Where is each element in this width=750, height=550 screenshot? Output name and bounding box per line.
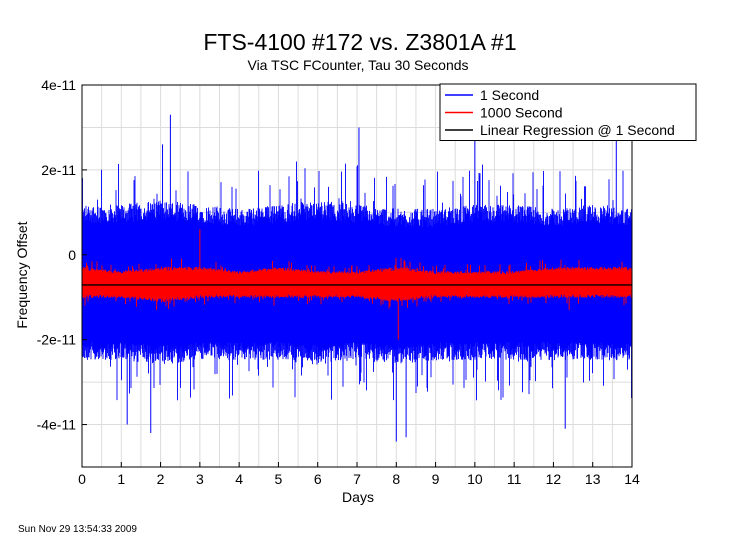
x-axis-label: Days <box>342 489 374 505</box>
y-tick-label-0: 4e-11 <box>41 77 76 93</box>
legend-box <box>439 83 697 141</box>
x-tick-label-9: 9 <box>432 471 440 487</box>
y-axis-label: Frequency Offset <box>14 221 30 328</box>
x-tick-label-14: 14 <box>624 471 640 487</box>
x-tick-label-1: 1 <box>117 471 125 487</box>
x-tick-label-7: 7 <box>353 471 361 487</box>
x-tick-label-6: 6 <box>314 471 322 487</box>
x-tick-label-8: 8 <box>392 471 400 487</box>
footer-timestamp: Sun Nov 29 13:54:33 2009 <box>18 524 137 535</box>
legend-label-0: 1 Second <box>480 87 539 103</box>
legend-label-2: Linear Regression @ 1 Second <box>480 122 675 138</box>
x-tick-label-2: 2 <box>157 471 165 487</box>
x-tick-label-11: 11 <box>507 471 522 487</box>
x-tick-label-4: 4 <box>235 471 243 487</box>
x-tick-label-13: 13 <box>585 471 601 487</box>
y-tick-label-2: 0 <box>68 247 76 263</box>
legend-label-1: 1000 Second <box>480 105 563 121</box>
y-tick-label-4: -4e-11 <box>37 417 77 433</box>
y-tick-label-3: -2e-11 <box>37 332 77 348</box>
plot-series <box>81 114 633 442</box>
x-tick-label-10: 10 <box>467 471 483 487</box>
x-tick-label-12: 12 <box>546 471 562 487</box>
chart-title: FTS-4100 #172 vs. Z3801A #1 <box>203 29 516 55</box>
x-tick-label-3: 3 <box>196 471 204 487</box>
chart-subtitle: Via TSC FCounter, Tau 30 Seconds <box>247 57 468 73</box>
y-tick-label-1: 2e-11 <box>41 162 76 178</box>
x-tick-label-0: 0 <box>78 471 86 487</box>
x-tick-label-5: 5 <box>275 471 283 487</box>
axis-ticks: 0 1 2 3 4 5 6 7 8 9 10 11 12 13 144e-112e-110-2e-11-4e… <box>37 77 640 487</box>
